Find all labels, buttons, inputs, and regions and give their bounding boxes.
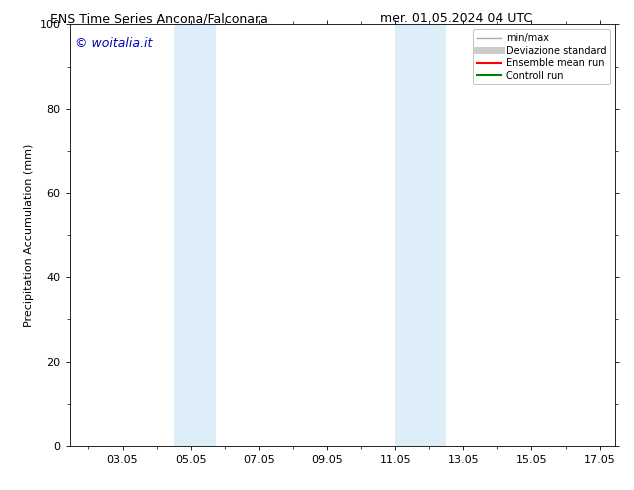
Text: mer. 01.05.2024 04 UTC: mer. 01.05.2024 04 UTC [380, 12, 533, 25]
Bar [174, 24, 216, 446]
Y-axis label: Precipitation Accumulation (mm): Precipitation Accumulation (mm) [24, 144, 34, 327]
Text: © woitalia.it: © woitalia.it [75, 37, 153, 50]
Text: ENS Time Series Ancona/Falconara: ENS Time Series Ancona/Falconara [49, 12, 268, 25]
Bar [395, 24, 446, 446]
Legend: min/max, Deviazione standard, Ensemble mean run, Controll run: min/max, Deviazione standard, Ensemble m… [473, 29, 610, 84]
